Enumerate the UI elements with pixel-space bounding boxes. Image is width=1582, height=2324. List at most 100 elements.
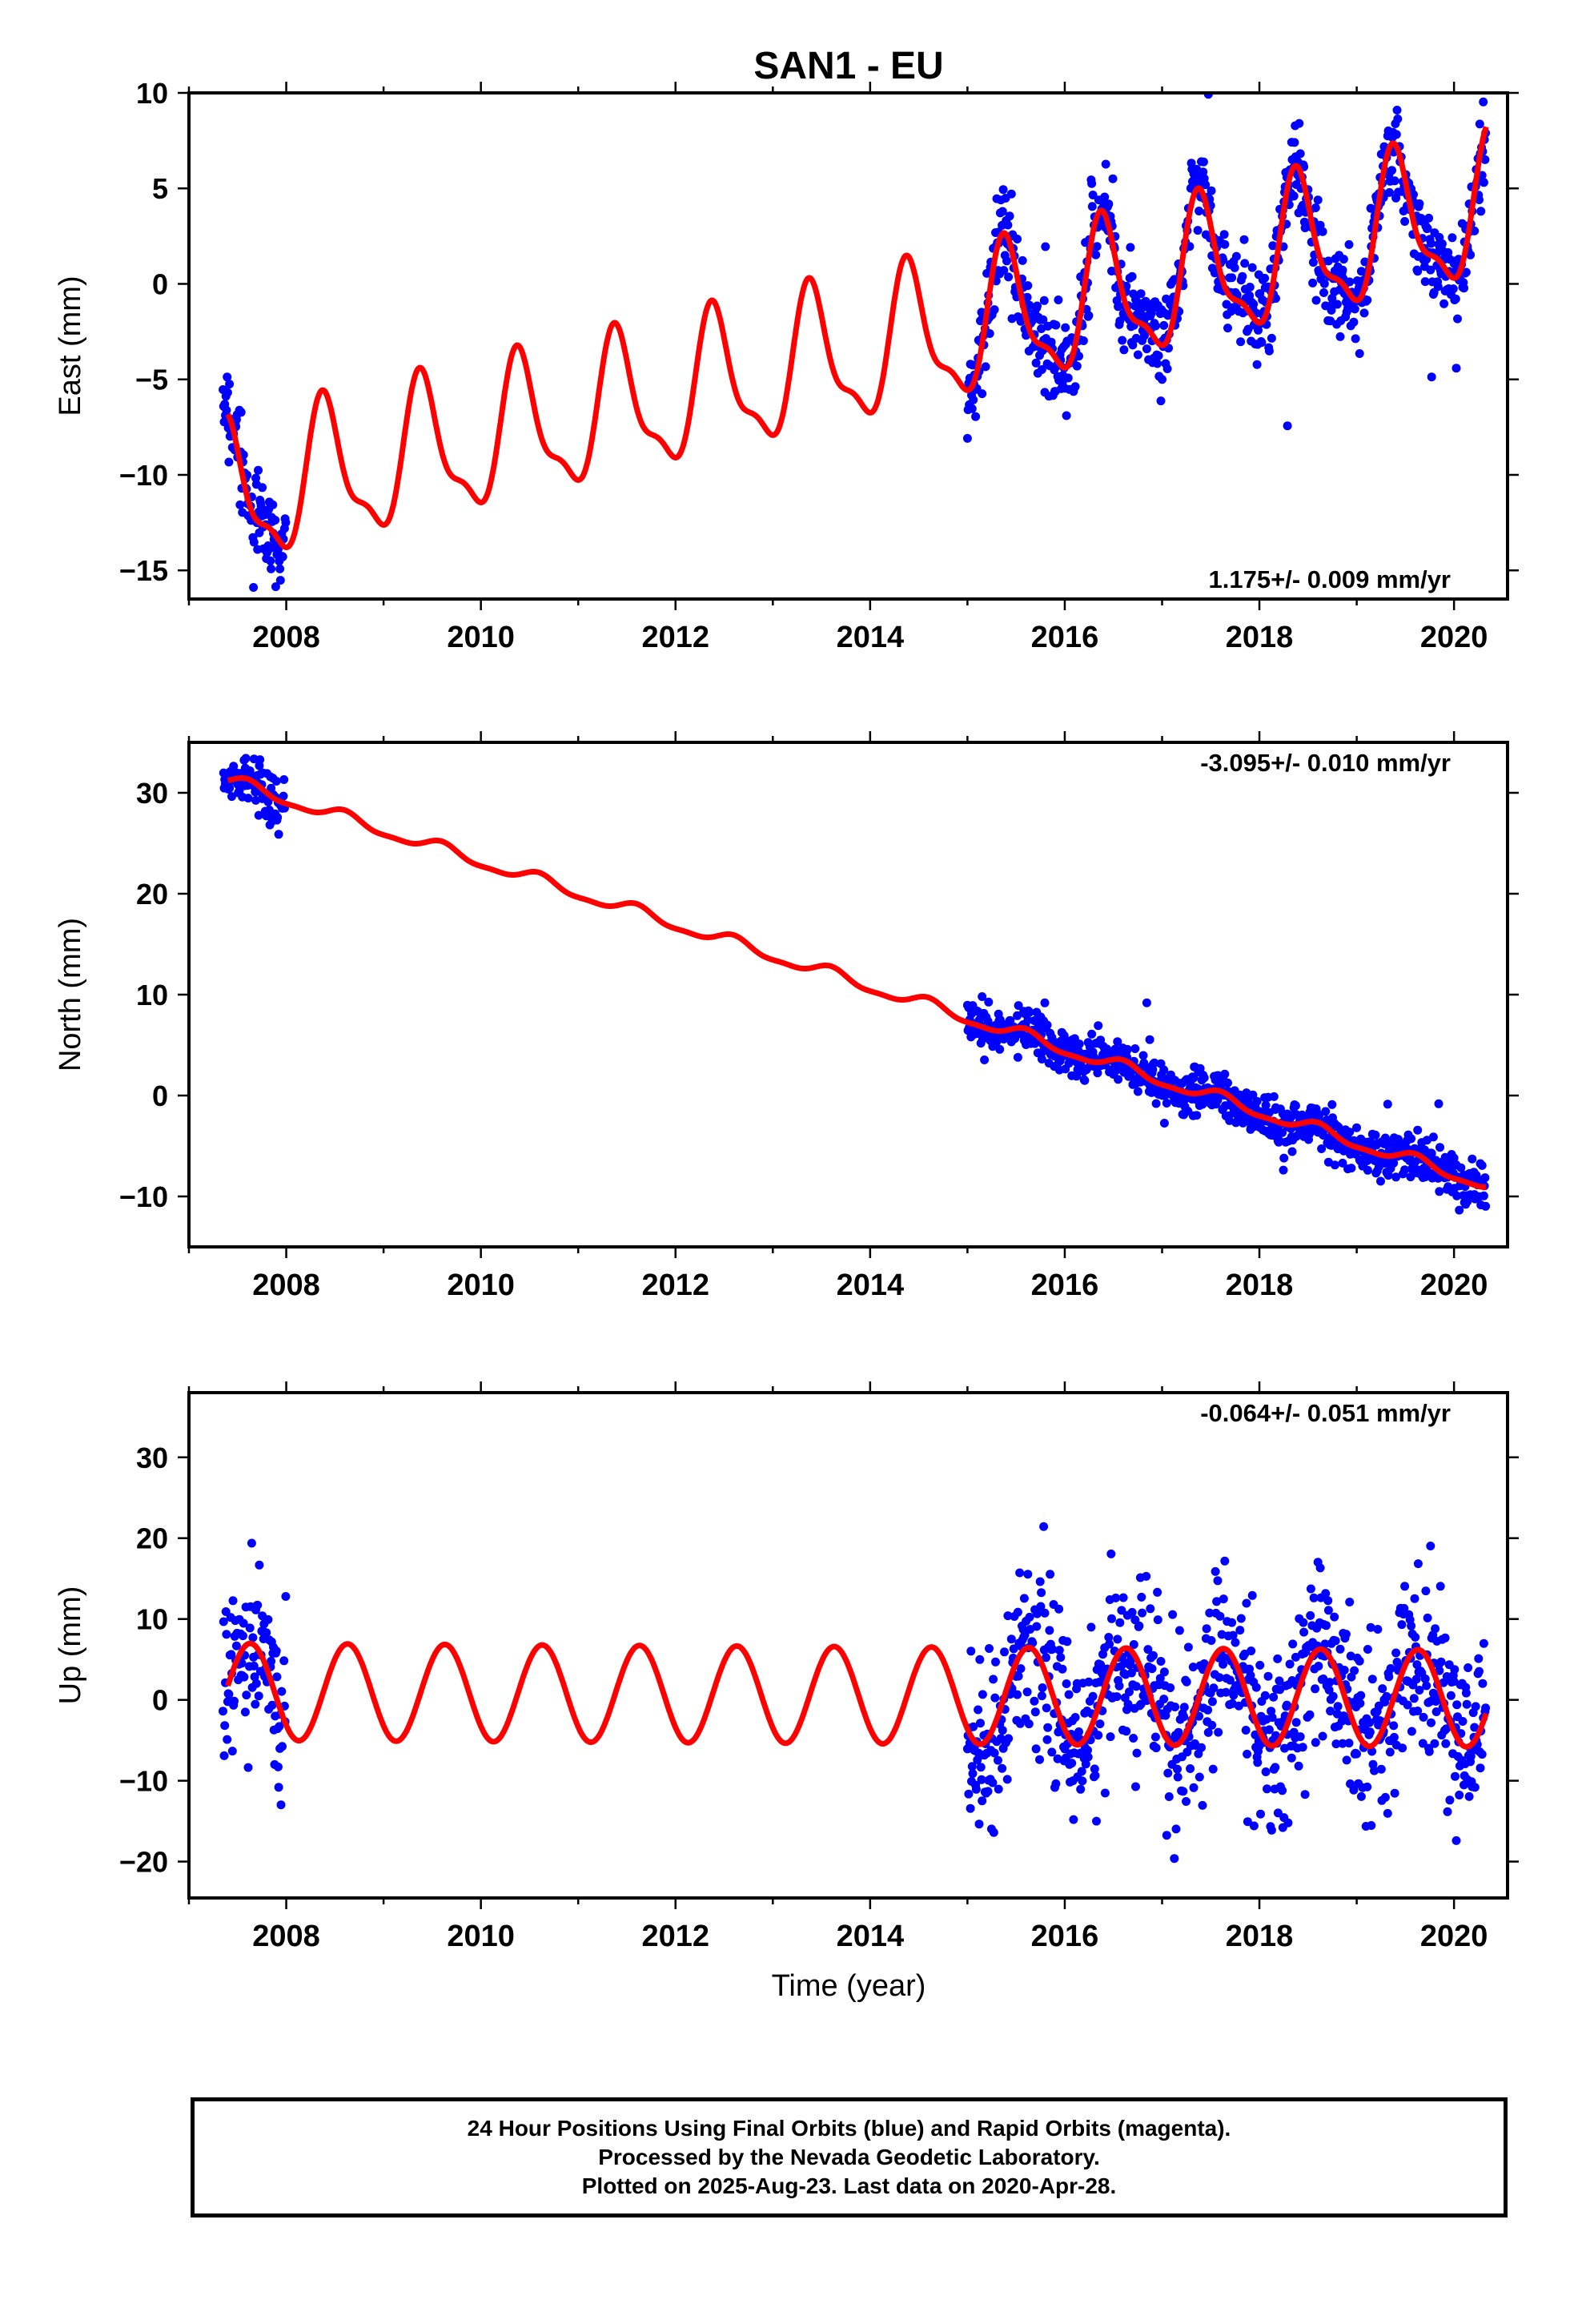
data-point: [1046, 1570, 1055, 1579]
y-tick-label: 10: [136, 77, 168, 110]
data-point: [1183, 1642, 1193, 1652]
data-point: [1238, 271, 1247, 281]
data-point: [1322, 1621, 1331, 1630]
data-point: [1147, 1664, 1157, 1674]
data-point: [1078, 336, 1088, 345]
data-point: [251, 1679, 261, 1688]
data-point: [1380, 1133, 1390, 1143]
data-point: [1153, 1615, 1162, 1625]
data-point: [1308, 258, 1318, 267]
data-point: [1013, 1690, 1022, 1699]
data-point: [1032, 1622, 1042, 1631]
data-point: [989, 1675, 998, 1684]
data-point: [1376, 1764, 1386, 1774]
data-point: [228, 1596, 238, 1606]
data-point: [1025, 1612, 1034, 1622]
data-point: [1062, 1679, 1071, 1688]
data-point: [1400, 1582, 1410, 1591]
data-point: [1072, 361, 1082, 371]
data-point: [1173, 1764, 1182, 1774]
data-point: [1260, 1691, 1270, 1700]
data-point: [1373, 1625, 1383, 1634]
data-point: [1352, 1123, 1361, 1132]
data-point: [1166, 1683, 1175, 1692]
data-point: [964, 1789, 974, 1799]
data-point: [262, 1628, 271, 1638]
data-point: [1458, 1717, 1468, 1726]
data-point: [1249, 300, 1259, 309]
data-point: [1153, 1587, 1162, 1597]
data-point: [1208, 1764, 1218, 1774]
data-point: [1385, 187, 1394, 197]
data-point: [1475, 195, 1484, 204]
data-point: [1004, 1734, 1014, 1743]
data-point: [1086, 1622, 1096, 1632]
data-point: [1241, 1726, 1251, 1735]
data-point: [966, 1803, 975, 1813]
data-point: [990, 1748, 999, 1758]
data-point: [1431, 1624, 1440, 1634]
x-tick-label: 2016: [1031, 1920, 1099, 1953]
data-point: [962, 433, 972, 443]
data-point: [1201, 180, 1211, 190]
y-axis-title-east: East (mm): [54, 275, 87, 416]
data-point: [1430, 1739, 1439, 1748]
data-point: [968, 360, 978, 370]
data-point: [1247, 1647, 1256, 1655]
data-point: [1306, 1584, 1315, 1594]
footer-caption-box: 24 Hour Positions Using Final Orbits (bl…: [191, 2097, 1508, 2217]
data-point: [220, 1721, 230, 1731]
data-point: [1083, 1752, 1093, 1762]
data-point: [1279, 1165, 1288, 1175]
data-point: [1288, 1639, 1298, 1649]
data-point: [985, 329, 994, 338]
data-point: [1170, 1854, 1179, 1864]
data-point: [1332, 300, 1342, 309]
data-point: [1042, 1703, 1051, 1713]
data-point: [1125, 1687, 1134, 1697]
data-point: [976, 1763, 986, 1772]
data-point: [1113, 1037, 1122, 1047]
data-point: [1054, 296, 1063, 304]
data-point: [999, 266, 1009, 275]
data-point: [1335, 1644, 1345, 1654]
data-point: [1145, 1035, 1154, 1044]
data-point: [1440, 1633, 1450, 1642]
data-point: [1164, 1792, 1174, 1801]
data-point: [1074, 1727, 1083, 1736]
data-point: [1363, 296, 1372, 305]
data-point: [1326, 1707, 1335, 1716]
y-tick-label: 20: [136, 1522, 168, 1555]
panel-north: 2008 2010 2012 2014 2016 2018 20203020100−10No…: [54, 731, 1519, 1302]
data-point: [272, 1672, 282, 1682]
data-point: [1391, 1648, 1401, 1658]
data-point: [1264, 346, 1274, 356]
data-point: [1314, 1662, 1323, 1671]
x-tick-label: 2020: [1420, 1269, 1488, 1302]
data-point: [1042, 1020, 1052, 1030]
data-point: [1355, 1656, 1364, 1666]
data-point: [271, 582, 280, 592]
data-point: [1422, 1681, 1431, 1691]
data-point: [1453, 314, 1462, 324]
data-point: [1433, 282, 1443, 292]
data-point: [1318, 227, 1327, 236]
data-point: [1035, 1577, 1045, 1586]
data-point: [266, 556, 275, 565]
data-point: [222, 405, 231, 415]
data-point: [1481, 1703, 1491, 1713]
data-point: [1074, 1039, 1084, 1049]
data-point: [1220, 1556, 1230, 1566]
data-point: [224, 1690, 234, 1699]
data-point: [1092, 1816, 1101, 1826]
data-point: [1464, 1663, 1473, 1672]
data-point: [1223, 1078, 1232, 1088]
data-point: [1254, 325, 1263, 335]
data-point: [238, 1631, 247, 1641]
x-tick-label: 2018: [1226, 1920, 1294, 1953]
data-point: [1076, 1784, 1086, 1794]
data-point: [988, 1778, 998, 1787]
model-curve-east: [225, 126, 1489, 550]
data-point: [1023, 1015, 1033, 1025]
data-point: [1242, 1598, 1251, 1608]
